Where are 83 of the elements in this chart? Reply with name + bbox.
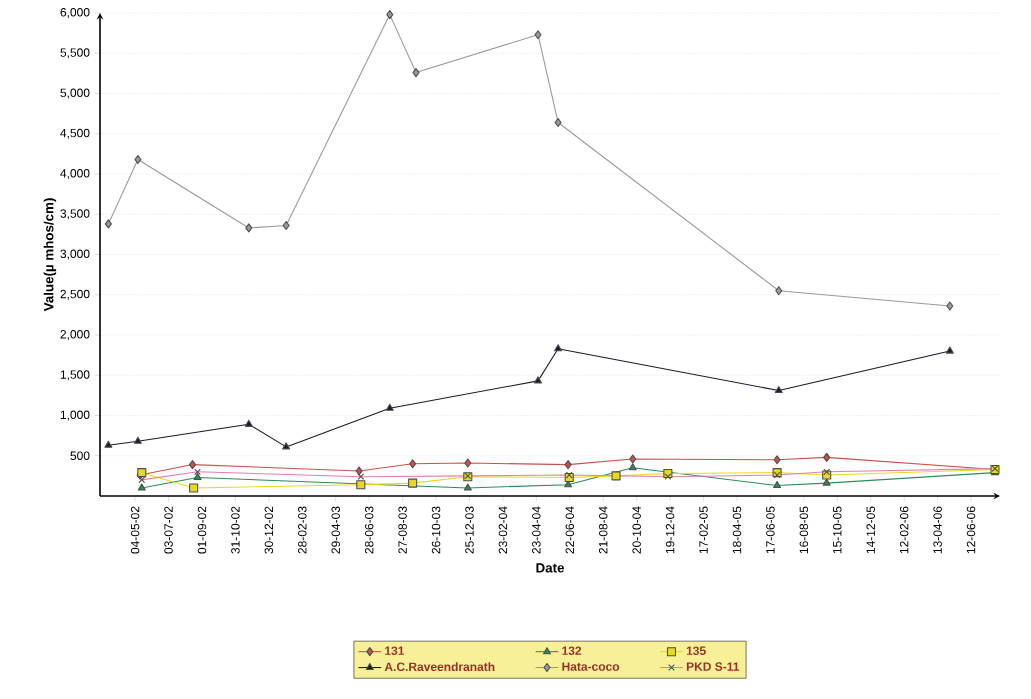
y-tick-label: 1,000: [60, 410, 90, 421]
point: [773, 455, 781, 465]
point: [134, 154, 142, 165]
point: [386, 10, 394, 20]
point: [463, 483, 472, 491]
x-tick-label: 04-05-02: [130, 506, 140, 554]
point: [534, 376, 543, 384]
x-tick-label: 01-09-02: [197, 506, 207, 554]
point: [137, 483, 146, 491]
x-tick-label: 25-12-03: [465, 506, 474, 554]
x-tick-label: 18-04-05: [732, 506, 742, 554]
y-tick-label: 5,000: [60, 88, 90, 99]
legend-label: 135: [686, 646, 706, 655]
point: [412, 68, 420, 78]
x-tick-label: 17-02-05: [699, 506, 708, 554]
point: [554, 344, 563, 352]
y-tick-label: 1,500: [60, 370, 90, 381]
y-tick-label: 2,500: [60, 289, 90, 300]
x-tick-label: 13-04-06: [933, 506, 942, 554]
y-tick-label: 4,500: [60, 128, 90, 139]
x-tick-label: 28-02-03: [298, 506, 307, 554]
point: [188, 460, 197, 470]
point: [534, 30, 542, 40]
point: [282, 442, 291, 450]
point: [385, 403, 394, 411]
point: [193, 472, 202, 481]
point: [773, 480, 782, 489]
y-tick-label: 5,500: [60, 48, 90, 59]
x-axis-title: Date: [536, 563, 564, 573]
point: [774, 386, 783, 394]
x-tick-label: 26-10-03: [431, 506, 441, 554]
x-tick-label: 31-10-02: [231, 506, 240, 554]
y-axis-title: Value(µ mhos/cm): [43, 198, 57, 312]
point: [189, 483, 199, 493]
legend-label: 131: [385, 646, 405, 655]
point: [628, 463, 637, 471]
x-tick-label: 28-06-03: [364, 506, 374, 554]
point: [564, 460, 572, 470]
x-tick-label: 23-04-04: [532, 506, 541, 554]
x-tick-label: 27-08-03: [398, 506, 407, 554]
y-tick-label: 3,500: [60, 209, 90, 220]
point: [408, 478, 418, 488]
point: [775, 286, 783, 296]
legend-label: 132: [562, 646, 582, 655]
legend-label: PKD S-11: [686, 662, 740, 671]
point: [356, 480, 366, 490]
legend-label: A.C.Raveendranath: [384, 662, 495, 672]
x-tick-label: 12-02-06: [899, 506, 909, 554]
legend-label: Hata-coco: [562, 662, 620, 671]
x-tick-label: 20-10-04: [632, 506, 641, 554]
x-tick-label: 03-07-02: [164, 506, 173, 554]
x-tick-label: 22-06-04: [565, 506, 575, 554]
point: [409, 459, 417, 469]
point: [464, 458, 472, 468]
point: [104, 440, 113, 448]
point: [282, 220, 290, 231]
point: [104, 219, 112, 229]
y-tick-label: 2,000: [60, 330, 90, 340]
x-tick-label: 14-12-05: [866, 506, 875, 554]
point: [629, 454, 637, 464]
x-tick-label: 29-04-03: [331, 506, 340, 554]
point: [822, 478, 831, 486]
point: [355, 466, 363, 476]
y-tick-label: 4,000: [60, 169, 90, 179]
point: [245, 223, 253, 233]
x-tick-label: 15-10-05: [833, 506, 842, 554]
x-tick-label: 23-02-04: [498, 506, 508, 554]
y-tick-label: 500: [70, 451, 90, 460]
point: [244, 419, 253, 427]
point: [133, 436, 142, 444]
x-tick-label: 12-06-06: [966, 506, 976, 554]
x-tick-label: 21-08-04: [598, 506, 608, 554]
point: [554, 117, 562, 128]
y-tick-label: 6,000: [60, 8, 90, 18]
x-tick-label: 19-12-04: [665, 506, 675, 554]
point: [823, 452, 831, 462]
x-tick-label: 30-12-02: [264, 506, 274, 554]
x-tick-label: 16-08-05: [799, 506, 809, 554]
point: [946, 301, 954, 311]
point: [945, 346, 954, 354]
x-tick-label: 17-06-05: [766, 506, 775, 554]
point: [611, 471, 621, 481]
y-tick-label: 3,000: [60, 249, 90, 260]
